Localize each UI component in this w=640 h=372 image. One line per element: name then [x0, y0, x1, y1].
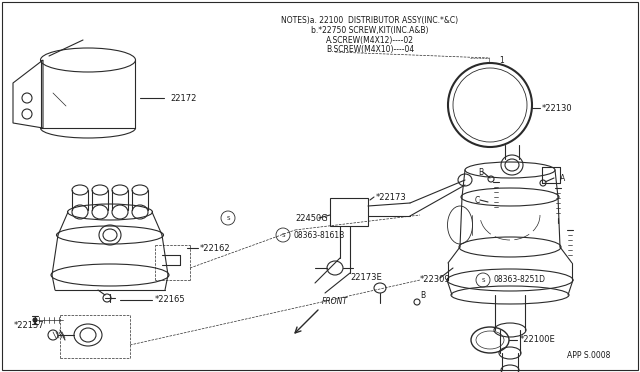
- Text: C: C: [475, 196, 480, 205]
- Text: 08363-8251D: 08363-8251D: [494, 276, 546, 285]
- Text: *22130: *22130: [542, 103, 573, 112]
- Text: 22450G: 22450G: [295, 214, 328, 222]
- Text: S: S: [227, 215, 230, 221]
- Text: *22165: *22165: [155, 295, 186, 305]
- Text: *22162: *22162: [200, 244, 230, 253]
- Text: B: B: [478, 167, 483, 176]
- Text: b.*22750 SCREW,KIT(INC.A&B): b.*22750 SCREW,KIT(INC.A&B): [311, 26, 429, 35]
- Text: S: S: [481, 278, 484, 282]
- Text: 1: 1: [499, 55, 504, 64]
- Text: B.SCREW(M4X10)----04: B.SCREW(M4X10)----04: [326, 45, 414, 54]
- Text: 22173E: 22173E: [350, 273, 381, 282]
- Text: *22157: *22157: [14, 321, 45, 330]
- Text: B: B: [420, 291, 425, 299]
- Text: FRONT: FRONT: [322, 297, 348, 306]
- Circle shape: [33, 318, 37, 322]
- Text: A: A: [560, 173, 565, 183]
- Text: A.SCREW(M4X12)----02: A.SCREW(M4X12)----02: [326, 36, 414, 45]
- Text: 08363-8161B: 08363-8161B: [294, 231, 345, 240]
- Text: 22172: 22172: [170, 93, 196, 103]
- Text: S: S: [281, 232, 285, 237]
- Bar: [330, 198, 368, 226]
- Text: NOTES)a. 22100  DISTRIBUTOR ASSY(INC.*&C): NOTES)a. 22100 DISTRIBUTOR ASSY(INC.*&C): [282, 16, 459, 25]
- Text: *22309: *22309: [420, 276, 451, 285]
- Text: *22100E: *22100E: [520, 336, 556, 344]
- Text: *22173: *22173: [376, 192, 407, 202]
- Text: APP S.0008: APP S.0008: [566, 351, 610, 360]
